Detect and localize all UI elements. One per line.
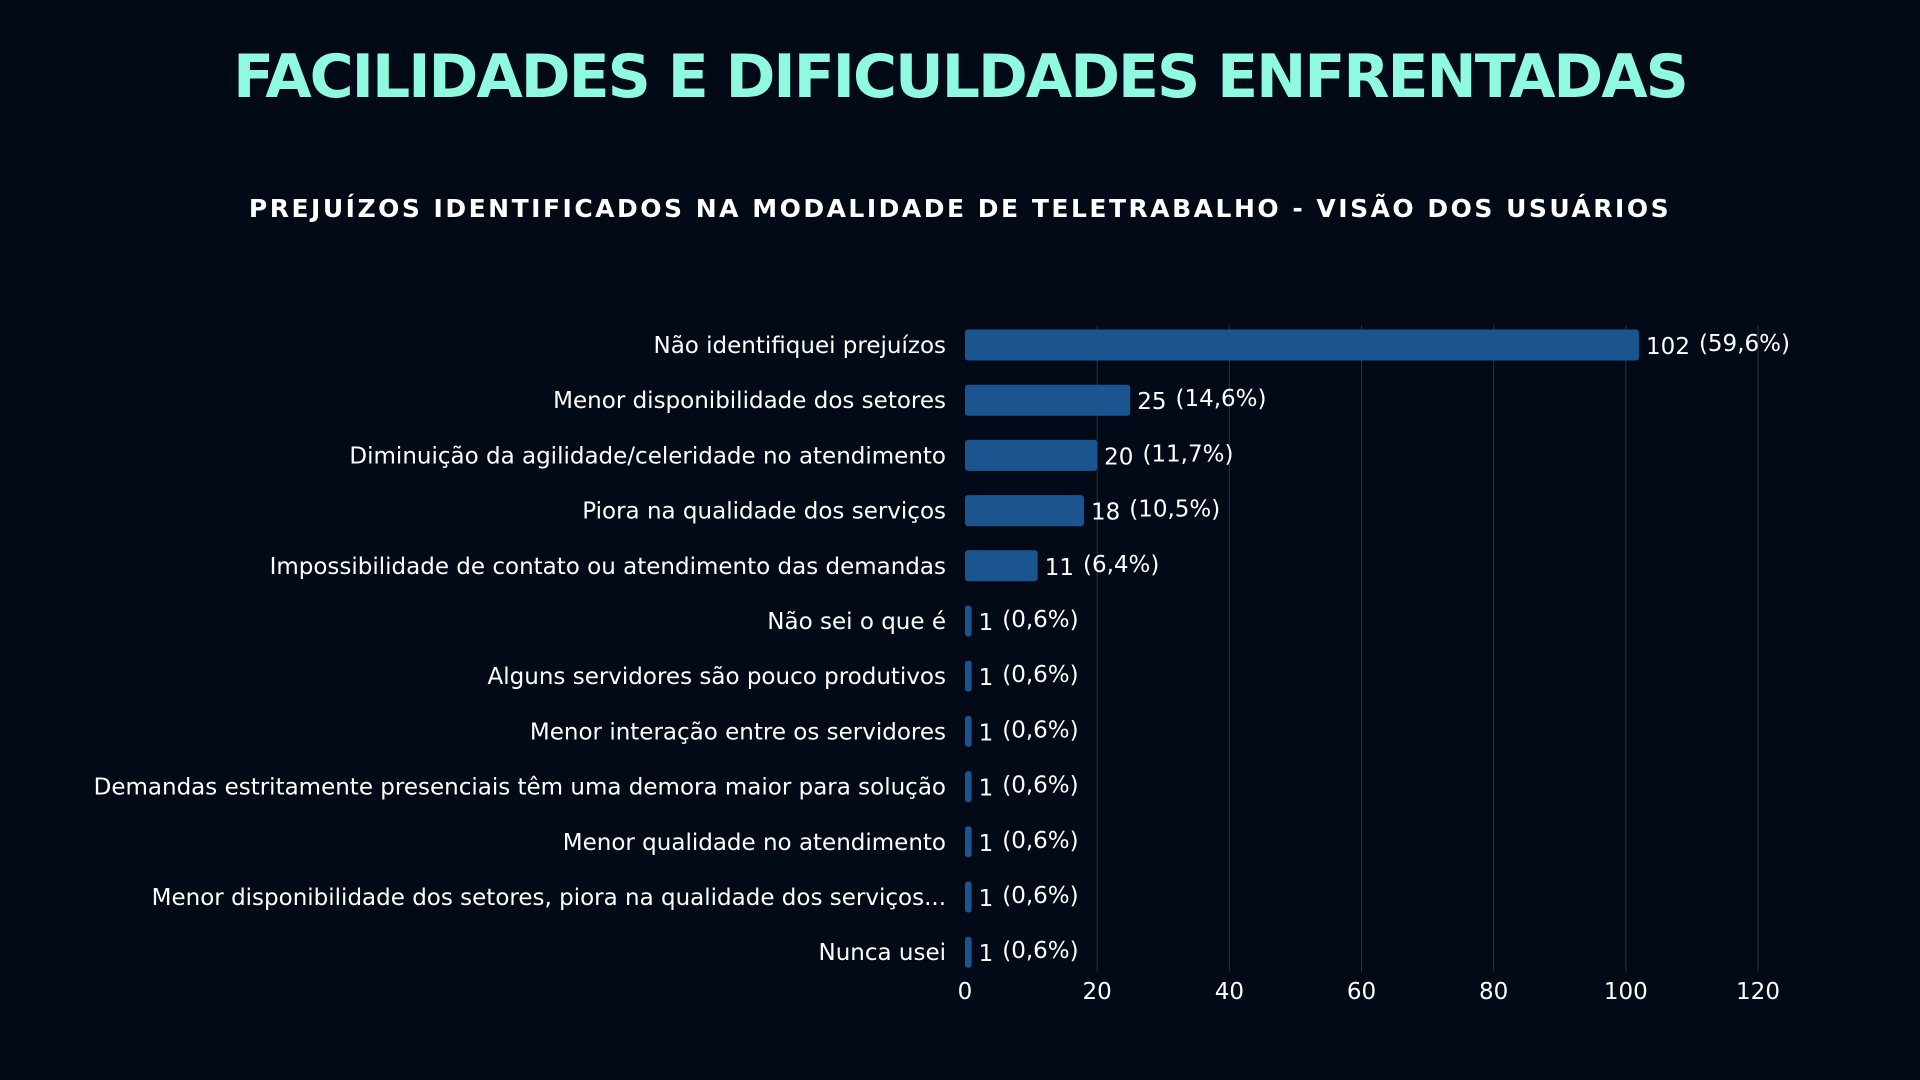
bar — [965, 329, 1640, 361]
category-label: Não sei o que é — [767, 609, 946, 635]
data-label-value: 1 — [979, 665, 994, 691]
data-label-percent: (0,6%) — [1002, 607, 1078, 633]
x-tick-label: 0 — [958, 979, 973, 1005]
data-label-percent: (11,7%) — [1142, 441, 1233, 467]
data-label: 1 (0,6%) — [979, 883, 1079, 912]
data-label-value: 1 — [979, 720, 994, 746]
data-label-value: 1 — [979, 776, 994, 802]
data-label: 25 (14,6%) — [1137, 386, 1266, 415]
x-tick-label: 60 — [1347, 979, 1376, 1005]
bar — [965, 495, 1084, 527]
data-label-value: 1 — [979, 886, 994, 912]
x-axis-ticks: 0 20 40 60 80 100 120 — [958, 979, 1780, 1005]
data-label-percent: (10,5%) — [1129, 497, 1220, 523]
data-label-percent: (0,6%) — [1002, 883, 1078, 909]
grid-lines — [1096, 325, 1759, 972]
data-label-percent: (0,6%) — [1002, 717, 1078, 743]
category-label: Demandas estritamente presenciais têm um… — [94, 775, 946, 801]
data-label-percent: (0,6%) — [1002, 938, 1078, 964]
data-label: 1 (0,6%) — [979, 938, 1079, 967]
x-tick-label: 40 — [1215, 979, 1244, 1005]
bars — [965, 329, 1640, 968]
data-label: 1 (0,6%) — [979, 717, 1079, 746]
x-tick-label: 80 — [1479, 979, 1508, 1005]
bar — [965, 550, 1038, 582]
chart-title: PREJUÍZOS IDENTIFICADOS NA MODALIDADE DE… — [248, 194, 1672, 223]
category-label: Alguns servidores são pouco produtivos — [488, 664, 946, 690]
bar — [965, 826, 972, 858]
bar — [965, 384, 1131, 416]
data-labels: 102 (59,6%)25 (14,6%)20 (11,7%)18 (10,5%)11(… — [979, 331, 1790, 967]
data-label: 102 (59,6%) — [1646, 331, 1790, 360]
bar — [965, 771, 972, 803]
page-title: FACILIDADES E DIFICULDADES ENFRENTADAS — [233, 42, 1689, 112]
data-label-value: 18 — [1091, 500, 1120, 526]
data-label: 18 (10,5%) — [1091, 497, 1220, 526]
data-label-percent: (59,6%) — [1699, 331, 1790, 357]
category-label: Não identifiquei prejuízos — [653, 333, 946, 359]
data-label-percent: (6,4%) — [1083, 552, 1159, 578]
bar — [965, 605, 972, 637]
x-tick-label: 100 — [1604, 979, 1648, 1005]
data-label-percent: (0,6%) — [1002, 828, 1078, 854]
category-labels: Não identifiquei prejuízos Menor disponib… — [94, 333, 946, 966]
category-label: Nunca usei — [818, 940, 946, 966]
category-label: Piora na qualidade dos serviços — [582, 499, 946, 525]
category-label: Menor disponibilidade dos setores, piora… — [152, 885, 946, 911]
data-label: 20 (11,7%) — [1104, 441, 1233, 470]
x-tick-label: 20 — [1083, 979, 1112, 1005]
data-label: 1 (0,6%) — [979, 773, 1079, 802]
data-label-value: 1 — [979, 941, 994, 967]
bar — [965, 439, 1098, 471]
category-label: Menor interação entre os servidores — [530, 719, 946, 745]
data-label-value: 11 — [1045, 555, 1074, 581]
data-label: 1 (0,6%) — [979, 607, 1079, 636]
bar — [965, 881, 972, 913]
data-label: 1 (0,6%) — [979, 828, 1079, 857]
data-label-value: 20 — [1104, 444, 1133, 470]
data-label: 1 (0,6%) — [979, 662, 1079, 691]
data-label-percent: (0,6%) — [1002, 773, 1078, 799]
bar — [965, 660, 972, 692]
category-label: Impossibilidade de contato ou atendiment… — [270, 554, 946, 580]
category-label: Menor qualidade no atendimento — [563, 830, 946, 856]
category-label: Diminuição da agilidade/celeridade no at… — [349, 443, 946, 469]
data-label-percent: (0,6%) — [1002, 662, 1078, 688]
data-label-value: 1 — [979, 610, 994, 636]
x-tick-label: 120 — [1736, 979, 1780, 1005]
data-label-value: 25 — [1137, 389, 1166, 415]
data-label-value: 102 — [1646, 334, 1690, 360]
bar — [965, 715, 972, 747]
category-label: Menor disponibilidade dos setores — [553, 388, 946, 414]
bar — [965, 936, 972, 968]
data-label: 11 (6,4%) — [1045, 552, 1160, 581]
data-label-percent: (14,6%) — [1175, 386, 1266, 412]
data-label-value: 1 — [979, 831, 994, 857]
